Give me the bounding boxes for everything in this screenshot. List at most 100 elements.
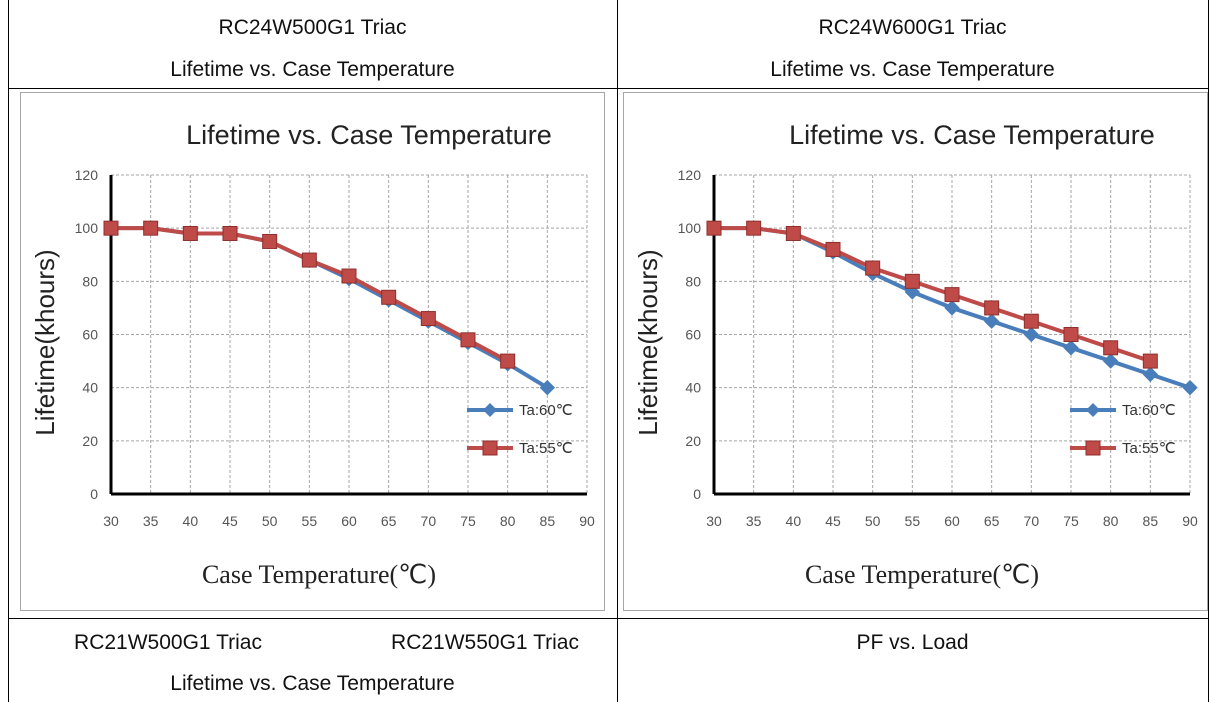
- y-tick-label: 0: [693, 486, 701, 502]
- x-tick-label: 55: [302, 513, 318, 529]
- y-axis-label: Lifetime(khours): [30, 249, 60, 435]
- x-tick-label: 80: [1103, 513, 1119, 529]
- chart-left-svg: Lifetime vs. Case Temperature 30 35 40 45 50 5…: [20, 92, 605, 611]
- y-tick-label: 0: [90, 486, 98, 502]
- table-border-left: [8, 0, 9, 702]
- x-tick-label: 70: [421, 513, 437, 529]
- x-tick-label: 65: [381, 513, 397, 529]
- y-tick-label: 40: [685, 380, 701, 396]
- y-tick-label: 100: [678, 220, 702, 236]
- chart-left: Lifetime vs. Case Temperature 30 35 40 45 50 5…: [20, 92, 605, 611]
- legend-marker-square: [1085, 440, 1101, 456]
- x-tick-label: 50: [865, 513, 881, 529]
- chart-frame: [20, 92, 605, 611]
- data-point-diamond: [1182, 379, 1198, 396]
- legend-label: Ta:55℃: [1122, 440, 1176, 457]
- x-tick-label: 50: [262, 513, 278, 529]
- data-point-diamond: [944, 300, 960, 316]
- legend-label: Ta:60℃: [1122, 402, 1176, 419]
- x-tick-label: 90: [1182, 513, 1198, 529]
- legend-marker-diamond: [483, 403, 497, 417]
- x-tick-label: 45: [825, 513, 841, 529]
- data-point-square: [262, 233, 278, 249]
- caption-left-subtitle: Lifetime vs. Case Temperature: [170, 58, 455, 81]
- table-row-divider-2: [8, 618, 1209, 619]
- x-tick-label: 65: [984, 513, 1000, 529]
- data-point-square: [706, 220, 722, 236]
- x-tick-label: 60: [944, 513, 960, 529]
- caption-bottom-right-title: PF vs. Load: [856, 631, 969, 654]
- chart-title: Lifetime vs. Case Temperature: [186, 120, 552, 150]
- y-axis-label: Lifetime(khours): [633, 249, 663, 435]
- y-tick-label: 20: [685, 433, 701, 449]
- caption-bottom-left-model-a: RC21W500G1 Triac: [74, 631, 262, 654]
- y-tick-label: 120: [678, 167, 702, 183]
- caption-right-model: RC24W600G1 Triac: [818, 16, 1007, 39]
- caption-bottom-left-model-b: RC21W550G1 Triac: [391, 631, 579, 654]
- y-tick-label: 20: [82, 433, 98, 449]
- data-point-square: [103, 220, 119, 236]
- x-tick-label: 75: [1063, 513, 1079, 529]
- y-tick-label: 60: [685, 327, 701, 343]
- data-point-square: [420, 311, 436, 327]
- y-tick-label: 40: [82, 380, 98, 396]
- data-point-square: [865, 260, 881, 276]
- x-tick-label: 90: [579, 513, 595, 529]
- x-tick-label: 35: [746, 513, 762, 529]
- chart-title: Lifetime vs. Case Temperature: [789, 120, 1155, 150]
- data-point-square: [182, 225, 198, 241]
- x-tick-label: 80: [500, 513, 516, 529]
- y-tick-label: 100: [75, 220, 99, 236]
- table-divider-middle: [617, 0, 618, 702]
- data-point-diamond: [1063, 340, 1079, 356]
- y-tick-label: 60: [82, 327, 98, 343]
- data-point-square: [984, 300, 1000, 316]
- data-point-diamond: [1102, 353, 1119, 369]
- x-axis-label: Case Temperature(℃): [202, 560, 436, 589]
- x-tick-label: 30: [706, 513, 722, 529]
- data-point-square: [1103, 340, 1119, 356]
- legend-marker-square: [482, 440, 498, 456]
- data-point-square: [460, 332, 476, 348]
- x-tick-label: 70: [1024, 513, 1040, 529]
- y-tick-label: 80: [685, 273, 701, 289]
- chart-right-svg: Lifetime vs. Case Temperature 30 35 40 45 50 5…: [623, 92, 1208, 611]
- y-tick-label: 120: [75, 167, 99, 183]
- data-point-square: [381, 289, 397, 305]
- x-tick-label: 85: [1143, 513, 1159, 529]
- x-tick-label: 40: [786, 513, 802, 529]
- x-tick-label: 85: [540, 513, 556, 529]
- legend-label: Ta:55℃: [519, 440, 573, 457]
- data-point-square: [1142, 353, 1158, 369]
- legend-marker-diamond: [1086, 403, 1100, 417]
- x-axis-label: Case Temperature(℃): [805, 560, 1039, 589]
- data-point-square: [1023, 313, 1039, 329]
- caption-left-model: RC24W500G1 Triac: [218, 16, 407, 39]
- x-tick-label: 35: [143, 513, 159, 529]
- data-point-square: [222, 225, 238, 241]
- x-tick-label: 30: [103, 513, 119, 529]
- data-point-square: [825, 241, 841, 257]
- chart-right: Lifetime vs. Case Temperature 30 35 40 45 50 5…: [623, 92, 1208, 611]
- x-tick-label: 45: [222, 513, 238, 529]
- data-point-square: [785, 225, 801, 241]
- data-point-square: [1063, 327, 1079, 342]
- x-tick-label: 40: [183, 513, 199, 529]
- y-tick-label: 80: [82, 273, 98, 289]
- data-point-diamond: [1023, 326, 1040, 343]
- data-point-square: [301, 252, 317, 268]
- data-point-square: [341, 268, 357, 284]
- data-point-diamond: [983, 313, 1000, 329]
- x-tick-label: 60: [341, 513, 357, 529]
- x-tick-label: 75: [460, 513, 476, 529]
- x-tick-label: 55: [905, 513, 921, 529]
- data-point-diamond: [1142, 366, 1159, 383]
- data-point-square: [944, 287, 960, 303]
- data-point-square: [143, 220, 159, 236]
- data-point-square: [746, 220, 762, 236]
- caption-right-subtitle: Lifetime vs. Case Temperature: [770, 58, 1055, 81]
- table-row-divider-1: [8, 88, 1209, 89]
- data-point-square: [904, 273, 920, 289]
- caption-bottom-left-subtitle: Lifetime vs. Case Temperature: [170, 672, 455, 695]
- legend-label: Ta:60℃: [519, 402, 573, 419]
